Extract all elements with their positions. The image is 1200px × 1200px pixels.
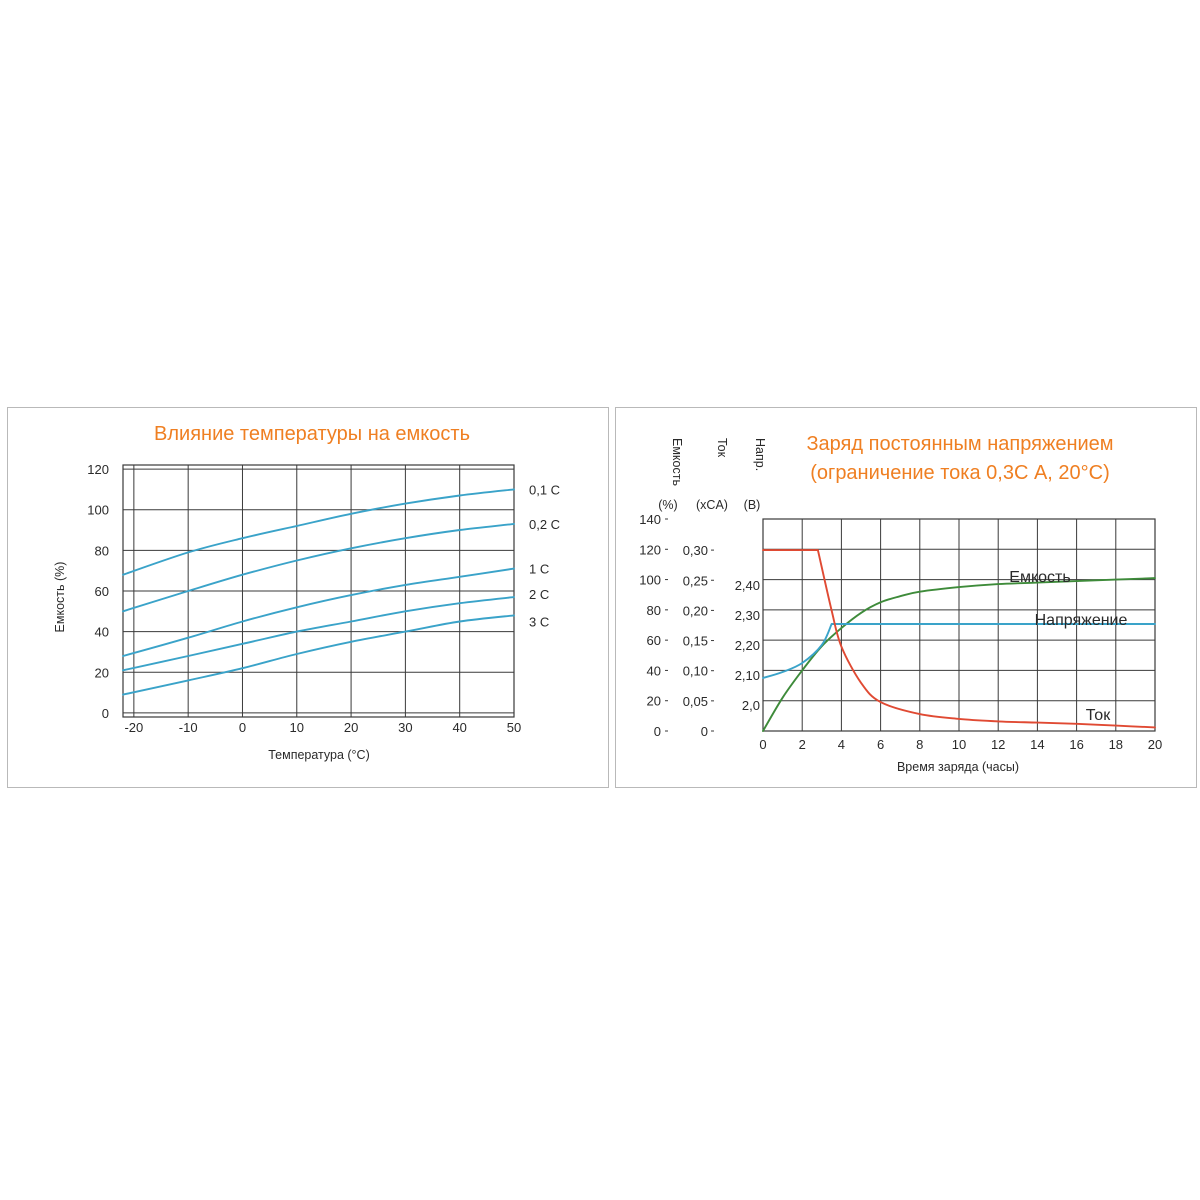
series-label-2-c: 2 C: [529, 587, 549, 602]
series-line-0-1-c: [122, 488, 515, 576]
y-tick-label: 40: [647, 663, 661, 678]
x-tick-label: 18: [1109, 737, 1123, 752]
y-tick-label: 0,20: [683, 603, 708, 618]
y-tick-label: 0,25: [683, 573, 708, 588]
x-axis-label: Температура (°C): [268, 748, 370, 762]
y-tick-label: 80: [647, 603, 661, 618]
y-tick-label: 0,15: [683, 634, 708, 649]
y-tick-label: 100: [87, 503, 109, 518]
y-tick-label: 20: [647, 694, 661, 709]
chart-subtitle: (ограничение тока 0,3С А, 20°С): [810, 462, 1110, 484]
series-line-емкость: [762, 577, 1156, 732]
series-label-0-2-c: 0,2 C: [529, 517, 560, 532]
y-tick-label: 20: [95, 665, 109, 680]
y-tick-label: 100: [639, 573, 661, 588]
x-tick-label: 0: [239, 720, 246, 735]
x-tick-label: 10: [952, 737, 966, 752]
x-tick-labels: -20 -10 0 10 20 30 40 50: [124, 720, 521, 735]
y-tick-label: 0,30: [683, 543, 708, 558]
series-label-0-1-c: 0,1 C: [529, 482, 560, 497]
temperature-capacity-chart: Влияние температуры на емкость -20 -10 0 10…: [53, 423, 560, 762]
series-labels: 0,1 C 0,2 C 1 C 2 C 3 C: [529, 482, 560, 629]
series-label-ток: Ток: [1086, 707, 1111, 724]
series-line-ток: [762, 549, 1156, 729]
y-tick-label: 60: [95, 584, 109, 599]
x-tick-label: 30: [398, 720, 412, 735]
y-tick-labels: 0 20 40 60 80 100 120: [87, 462, 109, 721]
y-axis-label: Емкость (%): [53, 562, 67, 633]
series-line-0-2-c: [122, 522, 515, 613]
x-tick-label: 20: [344, 720, 358, 735]
y-axis-current-label: Ток: [715, 438, 729, 458]
y-tick-label: 80: [95, 543, 109, 558]
y-tick-label: 2,40: [735, 578, 760, 593]
y-tick-label: 0: [102, 706, 109, 721]
series-line-2-c: [122, 596, 515, 672]
y-tick-label: 120: [639, 542, 661, 557]
x-tick-label: 4: [838, 737, 845, 752]
y-tick-label: 40: [95, 625, 109, 640]
y-tick-label: 0: [701, 724, 708, 739]
x-tick-label: -10: [179, 720, 198, 735]
y-tick-label: 2,20: [735, 638, 760, 653]
x-tick-label: 20: [1148, 737, 1162, 752]
x-tick-label: 8: [916, 737, 923, 752]
series-line-напряжение: [762, 623, 1156, 679]
x-axis-label: Время заряда (часы): [897, 760, 1019, 774]
x-tick-labels: 0 2 4 6 8 10 12 14 16 18 20: [759, 737, 1162, 752]
series-lines: [122, 488, 515, 696]
y-axis-capacity-label: Емкость: [670, 438, 684, 486]
y-tick-label: 140: [639, 512, 661, 527]
constant-voltage-charge-chart: Заряд постоянным напряжением (ограничени…: [639, 433, 1162, 774]
y-axis-current-unit: (xCA): [696, 498, 728, 512]
x-tick-label: 0: [759, 737, 766, 752]
x-tick-label: 2: [799, 737, 806, 752]
y-tick-label: 2,0: [742, 698, 760, 713]
series-lines: [762, 549, 1156, 732]
x-tick-label: -20: [124, 720, 143, 735]
chart-title: Влияние температуры на емкость: [154, 423, 470, 445]
series-labels: Емкость Напряжение Ток: [1009, 569, 1127, 724]
x-tick-label: 10: [290, 720, 304, 735]
series-line-3-c: [122, 614, 515, 696]
x-tick-label: 16: [1069, 737, 1083, 752]
x-tick-label: 14: [1030, 737, 1044, 752]
y-axis-capacity-unit: (%): [658, 498, 677, 512]
series-line-1-c: [122, 567, 515, 657]
plot-frame: [122, 464, 515, 718]
series-label-1-c: 1 C: [529, 562, 549, 577]
grid: [123, 465, 515, 717]
y-tick-label: 120: [87, 462, 109, 477]
chart-title: Заряд постоянным напряжением: [806, 433, 1113, 455]
series-label-3-c: 3 C: [529, 614, 549, 629]
y-axis-voltage-unit: (В): [744, 498, 761, 512]
y-tick-label: 0,05: [683, 694, 708, 709]
series-label-емкость: Емкость: [1009, 569, 1070, 586]
plot-frame: [762, 518, 1156, 732]
y-tick-label: 2,30: [735, 608, 760, 623]
x-tick-label: 50: [507, 720, 521, 735]
y-tick-labels: 0 20 40 60 80 100 120 140 0 0,05 0,10 0,15 0,20 0,25 0…: [639, 512, 760, 739]
series-label-напряжение: Напряжение: [1035, 612, 1128, 629]
x-tick-label: 6: [877, 737, 884, 752]
y-tick-label: 2,10: [735, 668, 760, 683]
y-tick-label: 0,10: [683, 664, 708, 679]
y-axis-voltage-label: Напр.: [753, 438, 767, 471]
x-tick-label: 12: [991, 737, 1005, 752]
x-tick-label: 40: [452, 720, 466, 735]
y-tick-label: 0: [654, 724, 661, 739]
y-tick-label: 60: [647, 633, 661, 648]
